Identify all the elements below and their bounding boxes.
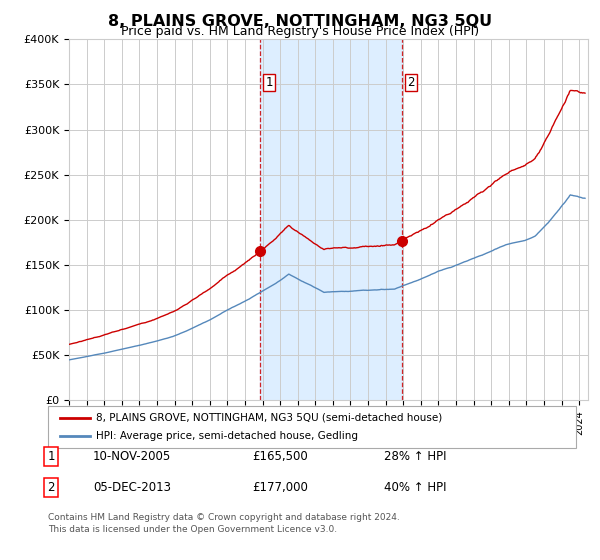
Text: £165,500: £165,500 [252, 450, 308, 463]
Text: 1: 1 [47, 450, 55, 463]
Text: 28% ↑ HPI: 28% ↑ HPI [384, 450, 446, 463]
Bar [260, 39, 402, 400]
Text: 2: 2 [407, 76, 415, 89]
Text: 10-NOV-2005: 10-NOV-2005 [93, 450, 171, 463]
Text: 8, PLAINS GROVE, NOTTINGHAM, NG3 5QU (semi-detached house): 8, PLAINS GROVE, NOTTINGHAM, NG3 5QU (se… [96, 413, 442, 423]
Text: 8, PLAINS GROVE, NOTTINGHAM, NG3 5QU: 8, PLAINS GROVE, NOTTINGHAM, NG3 5QU [108, 14, 492, 29]
Text: £177,000: £177,000 [252, 480, 308, 494]
Text: HPI: Average price, semi-detached house, Gedling: HPI: Average price, semi-detached house,… [96, 431, 358, 441]
Text: Contains HM Land Registry data © Crown copyright and database right 2024.: Contains HM Land Registry data © Crown c… [48, 514, 400, 522]
Text: This data is licensed under the Open Government Licence v3.0.: This data is licensed under the Open Gov… [48, 525, 337, 534]
Text: 1: 1 [266, 76, 273, 89]
Text: 40% ↑ HPI: 40% ↑ HPI [384, 480, 446, 494]
Text: 2: 2 [47, 480, 55, 494]
Text: Price paid vs. HM Land Registry's House Price Index (HPI): Price paid vs. HM Land Registry's House … [121, 25, 479, 38]
Text: 05-DEC-2013: 05-DEC-2013 [93, 480, 171, 494]
